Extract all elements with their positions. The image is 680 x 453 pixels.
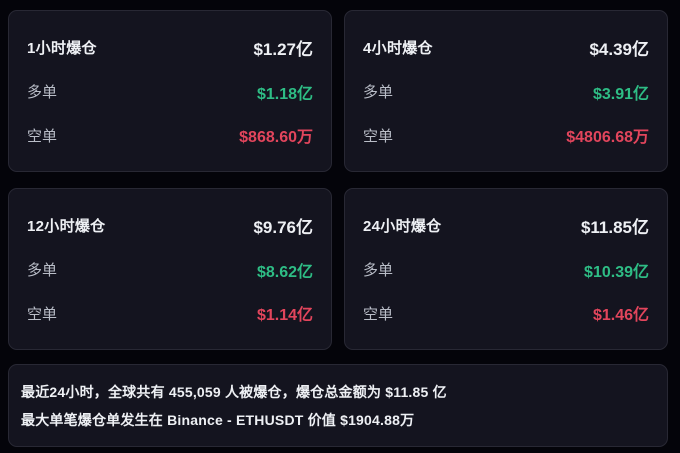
total-value: $9.76亿 (253, 218, 313, 237)
short-label: 空单 (363, 127, 394, 145)
total-value: $4.39亿 (589, 40, 649, 59)
total-row: 12小时爆仓 $9.76亿 (27, 213, 313, 238)
short-value: $868.60万 (239, 129, 313, 146)
long-row: 多单 $8.62亿 (27, 258, 313, 282)
total-value: $11.85亿 (580, 218, 649, 237)
long-value: $3.91亿 (592, 85, 649, 103)
long-row: 多单 $1.18亿 (27, 80, 313, 104)
short-label: 空单 (27, 305, 58, 323)
liquidation-card-24h: 24小时爆仓 $11.85亿 多单 $10.39亿 空单 $1.46亿 (344, 188, 668, 350)
short-value: $1.14亿 (256, 307, 313, 324)
short-row: 空单 $4806.68万 (363, 123, 649, 147)
stats-grid: 1小时爆仓 $1.27亿 多单 $1.18亿 空单 $868.60万 4小时爆仓… (8, 10, 668, 350)
summary-line-1: 最近24小时，全球共有 455,059 人被爆仓，爆仓总金额为 $11.85 亿 (21, 383, 447, 400)
liquidation-card-12h: 12小时爆仓 $9.76亿 多单 $8.62亿 空单 $1.14亿 (8, 188, 332, 350)
total-value: $1.27亿 (253, 40, 313, 59)
total-row: 4小时爆仓 $4.39亿 (363, 35, 649, 60)
period-label: 4小时爆仓 (363, 40, 433, 57)
total-row: 24小时爆仓 $11.85亿 (363, 213, 649, 238)
liquidation-card-4h: 4小时爆仓 $4.39亿 多单 $3.91亿 空单 $4806.68万 (344, 10, 668, 172)
long-row: 多单 $10.39亿 (363, 258, 649, 282)
short-value: $4806.68万 (566, 129, 649, 146)
long-label: 多单 (363, 84, 394, 101)
summary-panel: 最近24小时，全球共有 455,059 人被爆仓，爆仓总金额为 $11.85 亿… (8, 364, 668, 447)
long-value: $10.39亿 (584, 263, 649, 281)
long-value: $8.62亿 (256, 263, 313, 281)
period-label: 12小时爆仓 (27, 218, 106, 235)
long-row: 多单 $3.91亿 (363, 80, 649, 104)
short-row: 空单 $1.14亿 (27, 301, 313, 325)
long-label: 多单 (363, 262, 394, 279)
period-label: 1小时爆仓 (27, 40, 97, 57)
short-value: $1.46亿 (592, 307, 649, 324)
short-row: 空单 $1.46亿 (363, 301, 649, 325)
liquidation-card-1h: 1小时爆仓 $1.27亿 多单 $1.18亿 空单 $868.60万 (8, 10, 332, 172)
long-label: 多单 (27, 262, 58, 279)
short-row: 空单 $868.60万 (27, 123, 313, 147)
short-label: 空单 (27, 127, 58, 145)
period-label: 24小时爆仓 (363, 218, 442, 235)
long-value: $1.18亿 (256, 85, 313, 103)
summary-line-2: 最大单笔爆仓单发生在 Binance - ETHUSDT 价值 $1904.88… (21, 411, 415, 428)
short-label: 空单 (363, 305, 394, 323)
long-label: 多单 (27, 84, 58, 101)
total-row: 1小时爆仓 $1.27亿 (27, 35, 313, 60)
